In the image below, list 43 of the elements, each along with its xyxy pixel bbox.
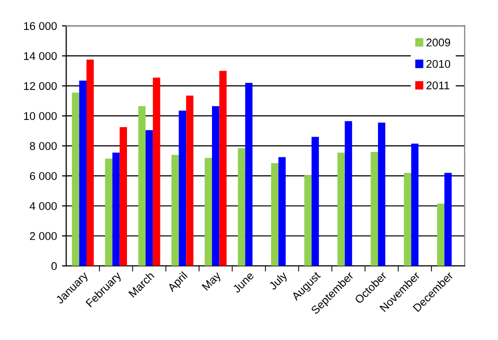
bar [444, 172, 452, 266]
bar [404, 172, 412, 266]
legend-label: 2009 [426, 38, 450, 46]
x-tick-label: May [202, 271, 223, 292]
bar [411, 144, 418, 266]
bar [138, 106, 146, 266]
y-tick-label: 16 000 [24, 22, 57, 30]
bar [278, 157, 286, 266]
y-tick-label: 8 000 [30, 142, 57, 150]
bar [178, 110, 186, 266]
y-tick-label: 0 [51, 262, 57, 270]
y-tick-label: 2 000 [30, 232, 57, 240]
bar [304, 175, 312, 266]
bar [105, 158, 112, 266]
bar [204, 158, 212, 266]
bar [146, 130, 153, 266]
x-tick-label: July [268, 270, 290, 292]
bar [120, 127, 127, 266]
bar [72, 92, 80, 266]
legend-label: 2010 [426, 60, 450, 68]
bar [312, 136, 319, 266]
y-tick-label: 6 000 [30, 172, 57, 180]
bar [344, 121, 352, 266]
bar [86, 60, 94, 266]
bar [337, 152, 345, 266]
bar [152, 78, 160, 266]
bar [171, 154, 179, 266]
y-tick-label: 10 000 [24, 112, 57, 120]
y-tick-label: 14 000 [24, 52, 57, 60]
bar [238, 148, 246, 266]
bar [219, 70, 227, 266]
bar [437, 204, 444, 266]
bar [186, 96, 194, 266]
y-tick-label: 12 000 [24, 82, 57, 90]
y-tick-label: 4 000 [30, 202, 57, 210]
bar [112, 152, 120, 266]
bar [378, 122, 386, 266]
bar [212, 106, 220, 266]
bar [271, 163, 278, 266]
bar [370, 152, 378, 266]
bar [79, 80, 86, 266]
legend-label: 2011 [426, 81, 450, 90]
bar [245, 82, 252, 266]
